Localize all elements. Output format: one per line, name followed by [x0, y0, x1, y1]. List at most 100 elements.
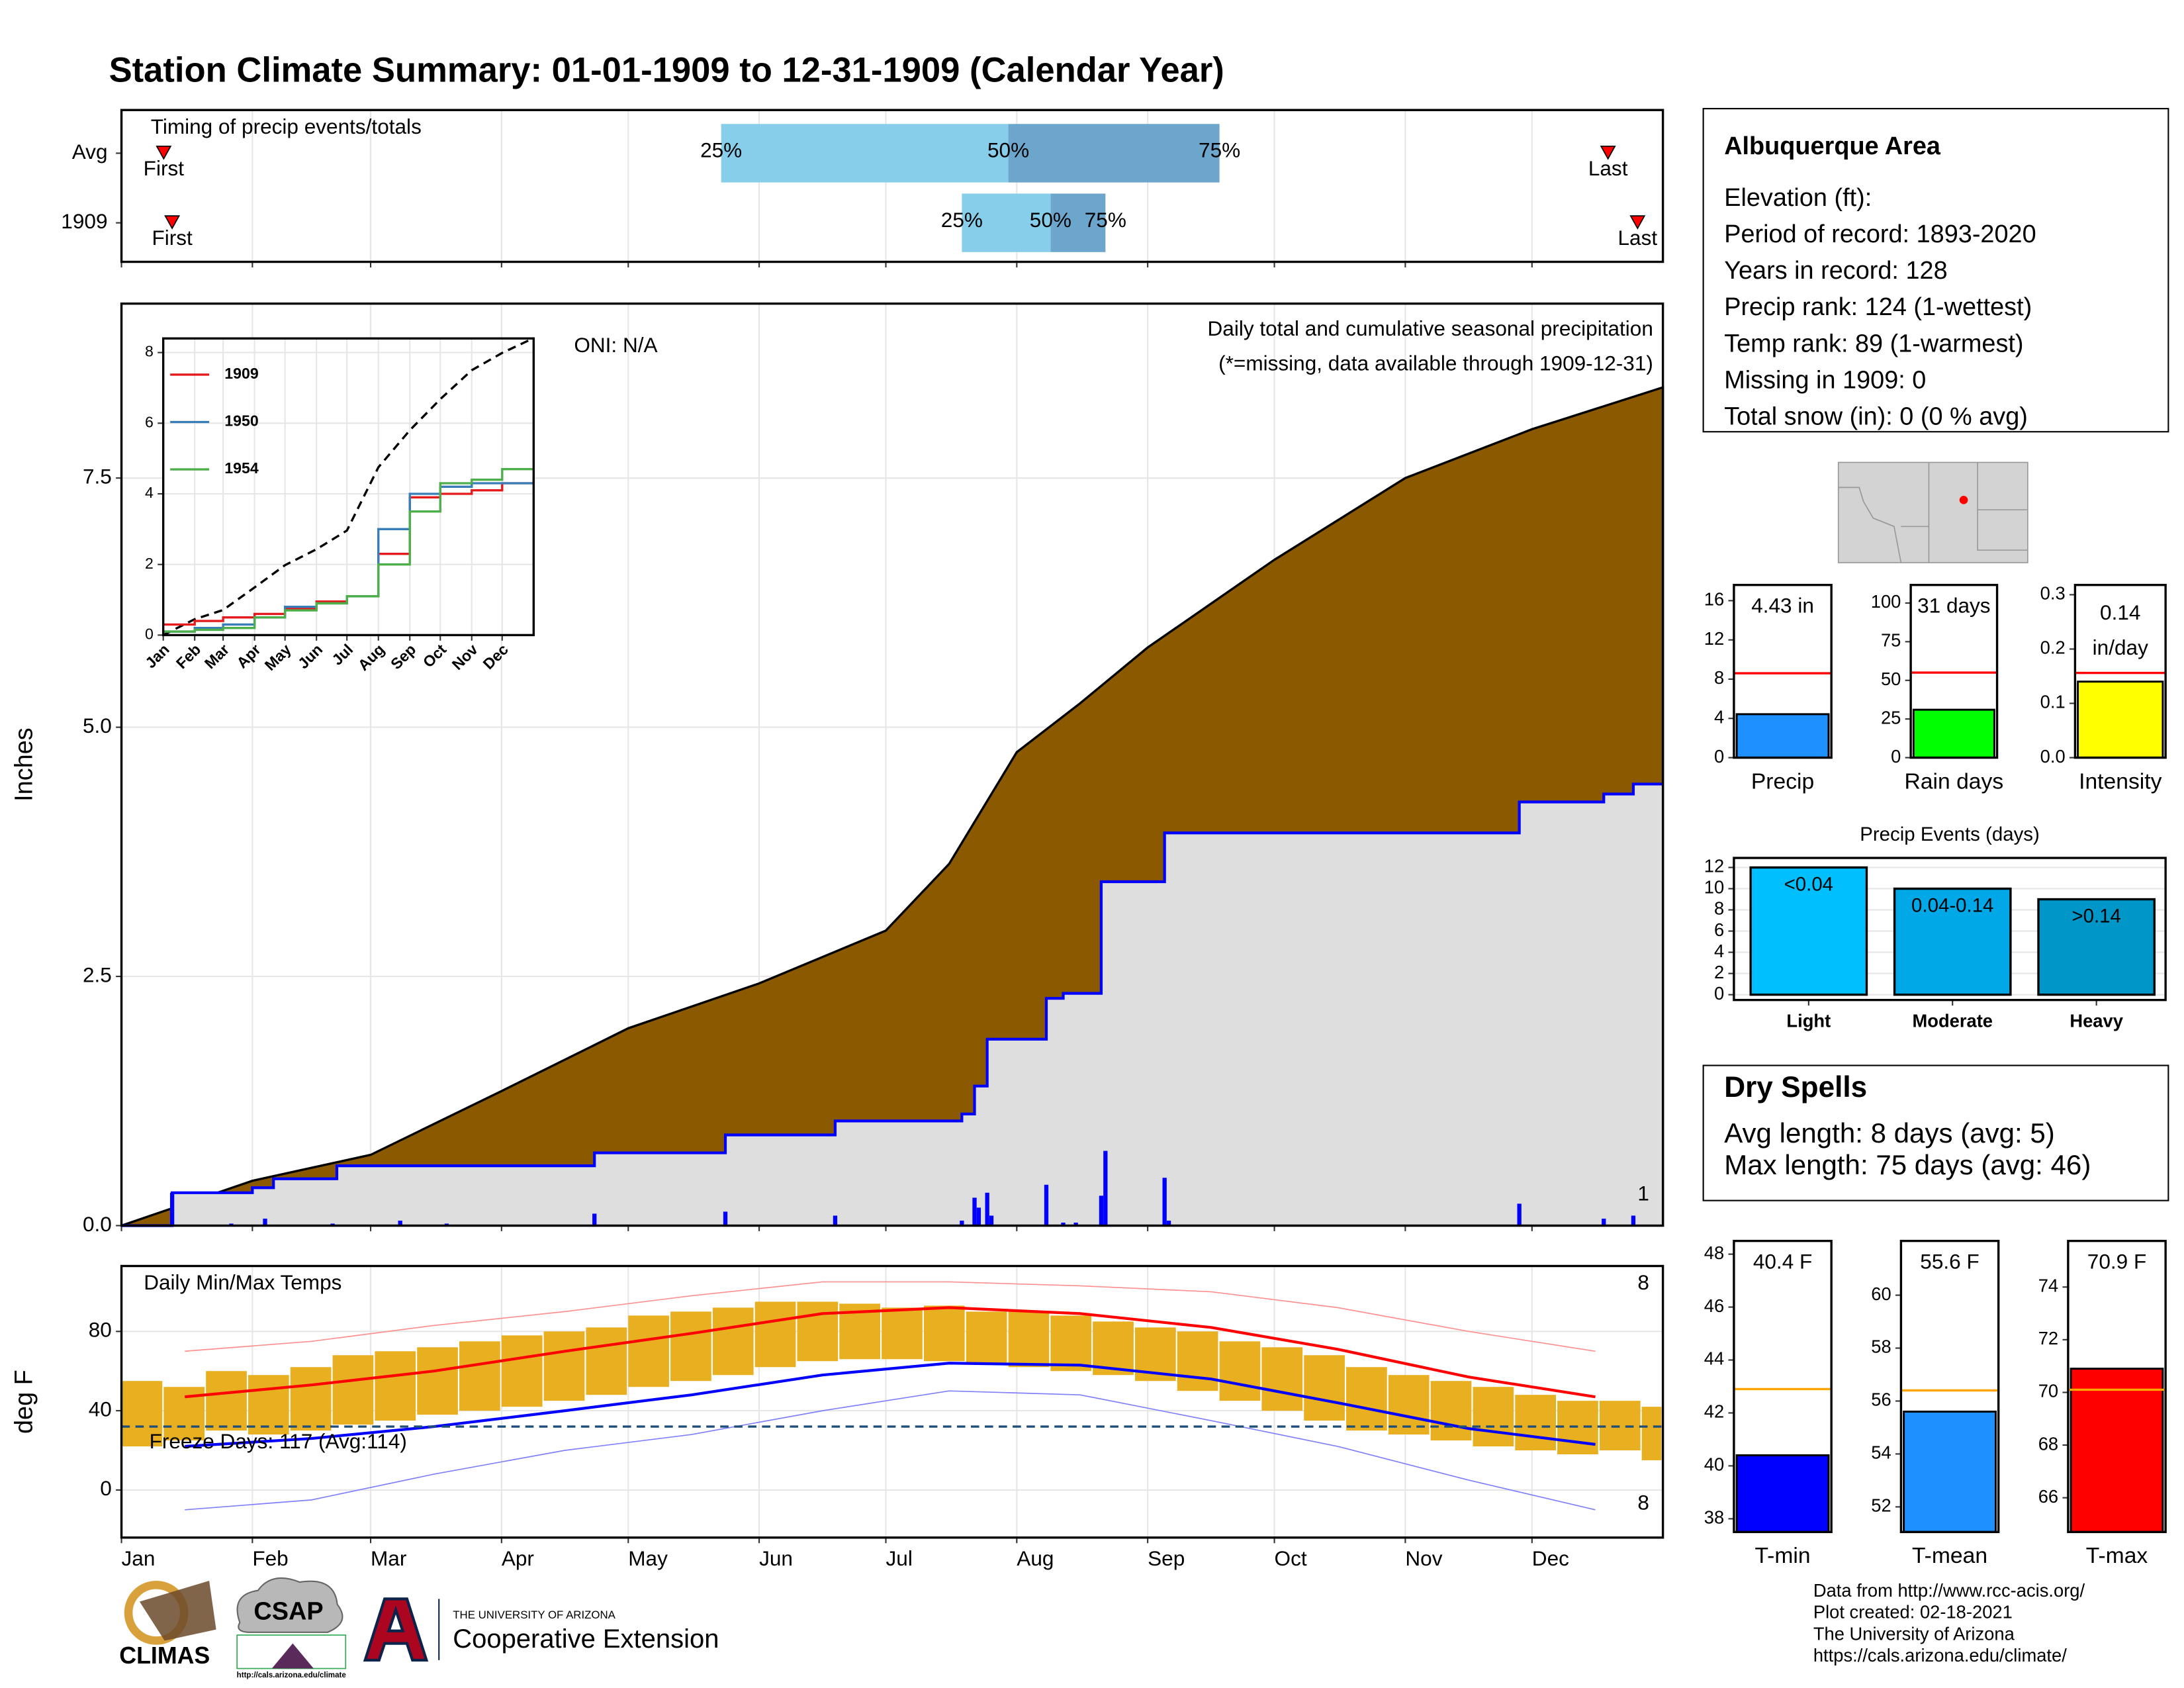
y-tick-label: 1909 — [61, 209, 107, 233]
y-tick-label: 46 — [1704, 1295, 1724, 1316]
logo-text: http://cals.arizona.edu/climate — [237, 1671, 347, 1679]
value-bar — [2077, 680, 2164, 759]
station-box — [1702, 108, 2169, 433]
x-tick-label: May — [628, 1546, 668, 1570]
record-line — [185, 1281, 1596, 1352]
record-line — [185, 1390, 1596, 1511]
temp-bar — [628, 1315, 669, 1387]
quartile-bar — [721, 124, 1009, 183]
x-tick-label: Mar — [371, 1546, 406, 1570]
daily-bar — [1099, 1196, 1104, 1226]
daily-bar — [1103, 1150, 1108, 1226]
y-tick-label: 6 — [145, 413, 154, 430]
y-tick-label: 0 — [1714, 746, 1724, 767]
chart-title: Precip Events (days) — [1860, 823, 2040, 845]
temp-bar — [1515, 1395, 1556, 1451]
y-tick-label: 48 — [1704, 1243, 1724, 1263]
y-tick-label: 7.5 — [83, 464, 112, 488]
timing-title: Timing of precip events/totals — [151, 115, 422, 138]
temp-bar — [121, 1381, 163, 1447]
credit-line: https://cals.arizona.edu/climate/ — [1813, 1645, 2067, 1665]
daily-bar — [1044, 1184, 1049, 1226]
daily-bar — [169, 1192, 175, 1226]
y-tick-label: 25 — [1881, 707, 1901, 727]
dry-spell-detail: Max length: 75 days (avg: 46) — [1724, 1149, 2091, 1180]
category-label: T-max — [2086, 1544, 2148, 1568]
daily-bar — [1602, 1218, 1606, 1226]
daily-bar — [1061, 1222, 1066, 1226]
y-tick-label: 4 — [1714, 706, 1724, 727]
temp-bar — [248, 1375, 289, 1435]
station-detail: Missing in 1909: 0 — [1724, 366, 1926, 394]
x-tick-label: Jun — [759, 1546, 793, 1570]
temp-bar — [501, 1335, 543, 1407]
temp-bar — [1008, 1311, 1050, 1368]
x-tick-label: Oct — [1275, 1546, 1307, 1570]
y-tick-label: 8 — [145, 343, 154, 360]
quartile-label: 75% — [1199, 138, 1240, 162]
daily-bar — [398, 1220, 402, 1226]
average-line — [185, 1362, 1596, 1448]
annotation: 1 — [1637, 1182, 1649, 1205]
y-tick-label: 0 — [1714, 983, 1724, 1004]
y-tick-label: 44 — [1704, 1348, 1724, 1369]
temp-bar — [1304, 1355, 1345, 1421]
y-tick-label: 75 — [1881, 630, 1901, 651]
y-tick-label: 8 — [1714, 667, 1724, 688]
daily-bar — [1162, 1178, 1167, 1226]
x-tick-label: Dec — [1532, 1546, 1569, 1570]
station-dot — [1959, 496, 1968, 504]
x-tick-label: Light — [1786, 1011, 1831, 1031]
y-tick-label: 68 — [2038, 1433, 2058, 1454]
marker-label: Last — [1618, 226, 1658, 250]
y-tick-label: 4 — [1714, 941, 1724, 961]
y-tick-label: 2.5 — [83, 962, 112, 986]
category-label: Precip — [1751, 769, 1814, 794]
quartile-bar — [1050, 193, 1106, 252]
temp-bar — [1050, 1315, 1092, 1372]
event-marker — [156, 146, 172, 160]
y-tick-label: 0.0 — [2040, 746, 2066, 767]
plot-frame — [161, 337, 535, 637]
temp-bar — [754, 1301, 796, 1368]
temp-bar — [290, 1367, 332, 1431]
temp-bar — [459, 1341, 500, 1411]
cumulative-line — [121, 782, 1663, 1227]
y-tick-label: 8 — [1714, 898, 1724, 919]
event-marker — [1600, 146, 1616, 160]
temp-bar — [966, 1311, 1007, 1364]
logo-text: CSAP — [253, 1597, 323, 1625]
y-tick-label: 52 — [1871, 1495, 1891, 1516]
plot-frame — [1909, 583, 1999, 759]
csap-mountain — [271, 1643, 314, 1669]
marker-label: First — [152, 226, 193, 250]
y-tick-label: 5.0 — [83, 714, 112, 737]
x-tick-label: Aug — [1017, 1546, 1054, 1570]
legend-label: 1909 — [224, 365, 258, 382]
daily-bar — [1631, 1215, 1636, 1226]
quartile-bar — [962, 193, 1051, 252]
dry-spell-box — [1702, 1064, 2169, 1201]
map-borders — [1838, 462, 2028, 563]
x-tick-label: Nov — [1405, 1546, 1442, 1570]
quartile-bar — [1008, 124, 1220, 183]
value-label: 4.43 in — [1751, 594, 1814, 618]
y-tick-label: 72 — [2038, 1328, 2058, 1348]
temp-bar — [1641, 1407, 1662, 1460]
y-tick-label: 0 — [100, 1476, 112, 1500]
temp-bar — [797, 1301, 839, 1362]
temp-bar — [206, 1371, 247, 1431]
y-tick-label: 2 — [145, 555, 154, 572]
plot-frame — [1733, 1239, 1833, 1534]
quartile-label: 25% — [941, 208, 983, 232]
daily-bar — [833, 1215, 838, 1226]
logo-text: THE UNIVERSITY OF ARIZONA — [453, 1609, 615, 1621]
credit-line: The University of Arizona — [1813, 1623, 2015, 1644]
bar-label: <0.04 — [1784, 874, 1834, 896]
y-axis-title: deg F — [10, 1370, 38, 1434]
station-detail: Total snow (in): 0 (0 % avg) — [1724, 403, 2028, 431]
temp-bar — [375, 1351, 416, 1421]
ua-logo — [363, 1597, 429, 1662]
value-label: 40.4 F — [1753, 1250, 1812, 1274]
